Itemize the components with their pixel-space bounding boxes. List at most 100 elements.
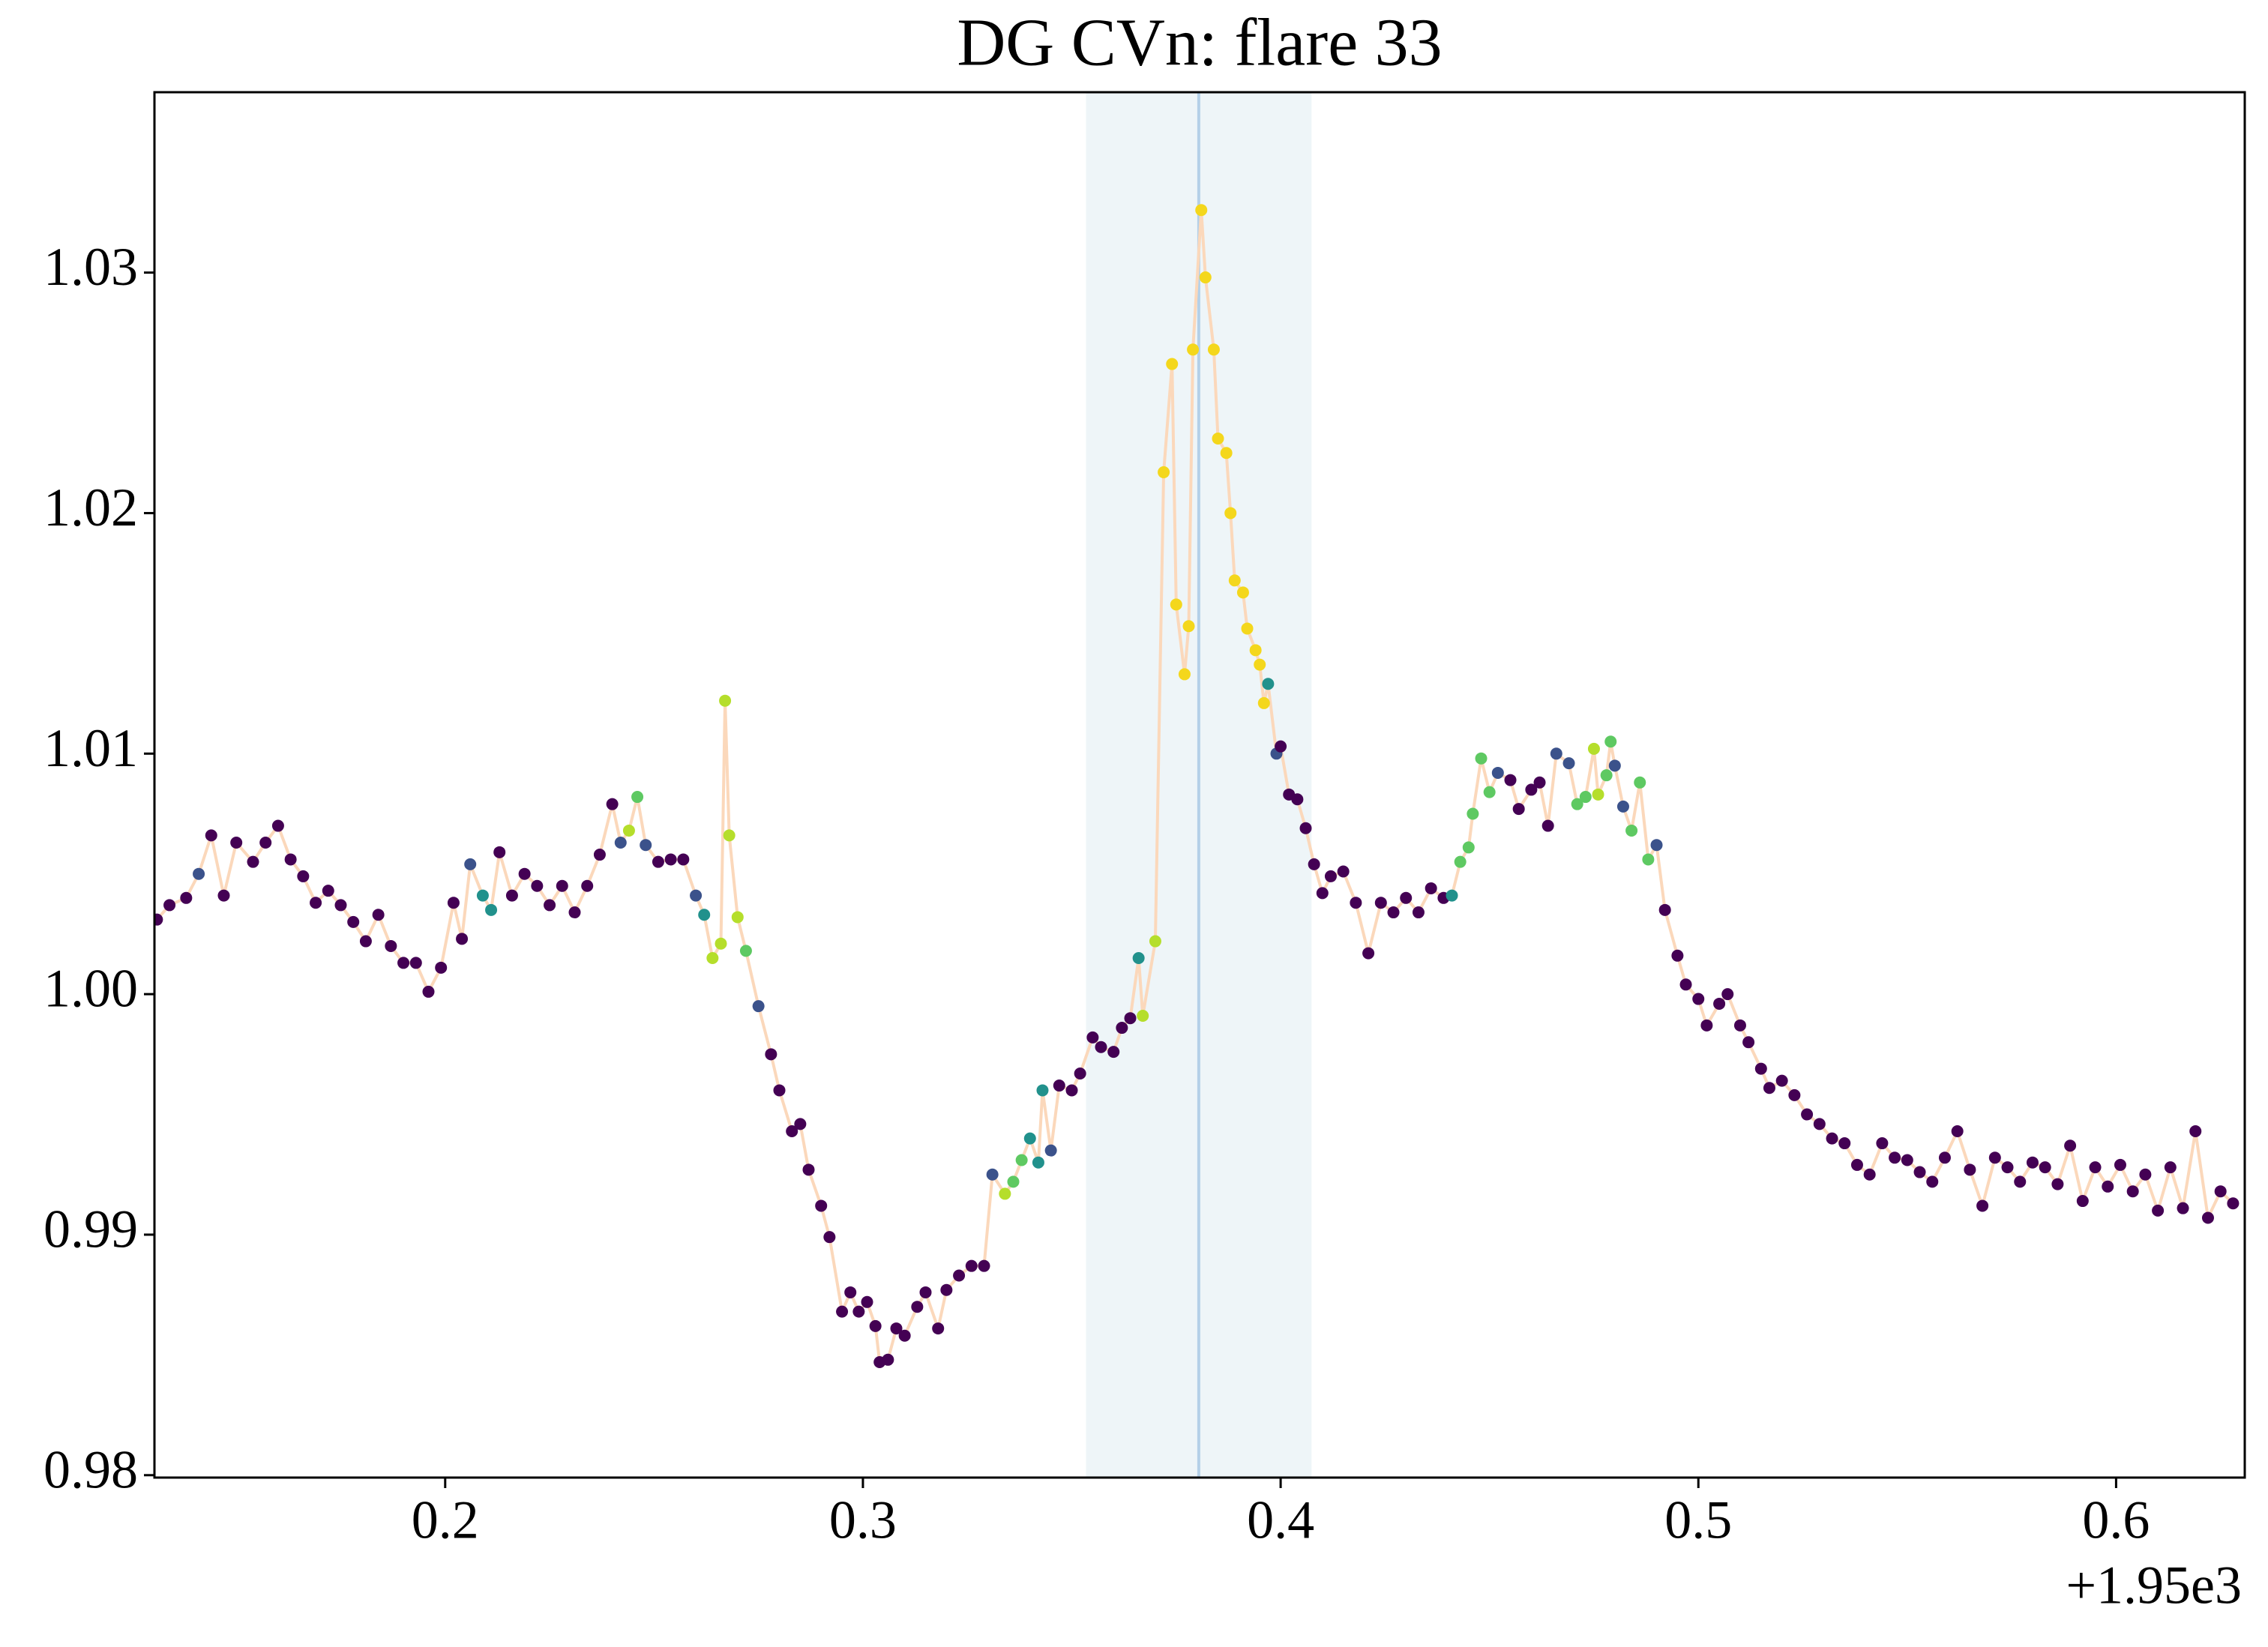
- data-point: [823, 1231, 836, 1244]
- data-point: [518, 867, 531, 880]
- data-point: [1015, 1154, 1028, 1166]
- data-point: [622, 824, 635, 837]
- data-point: [1374, 897, 1387, 909]
- x-tick-label: 0.5: [1664, 1490, 1732, 1550]
- data-point: [1036, 1084, 1049, 1097]
- data-point: [1813, 1118, 1826, 1130]
- data-point: [932, 1322, 945, 1335]
- data-point: [802, 1163, 815, 1176]
- data-point: [359, 935, 372, 948]
- data-point: [1095, 1041, 1107, 1053]
- data-point: [531, 879, 544, 892]
- data-point: [815, 1199, 828, 1212]
- data-point: [965, 1259, 978, 1272]
- data-point: [2026, 1156, 2039, 1169]
- data-point: [1901, 1154, 1913, 1166]
- data-point: [940, 1283, 953, 1296]
- data-point: [1400, 891, 1413, 904]
- data-point: [409, 957, 422, 969]
- data-point: [193, 867, 205, 880]
- axes-frame: [153, 91, 2246, 1479]
- data-point: [1763, 1082, 1775, 1095]
- data-point: [1425, 882, 1437, 894]
- data-point: [1053, 1080, 1065, 1092]
- data-point: [2001, 1161, 2014, 1174]
- data-point: [731, 911, 744, 924]
- x-tick-label: 0.4: [1247, 1490, 1314, 1550]
- x-tick-label: 0.2: [412, 1490, 479, 1550]
- data-point: [2177, 1202, 2189, 1214]
- data-point: [1863, 1168, 1876, 1181]
- data-point: [2064, 1139, 2077, 1152]
- data-point: [1475, 752, 1488, 765]
- data-point: [1604, 735, 1617, 748]
- data-point: [719, 694, 732, 707]
- data-point: [1350, 897, 1362, 909]
- data-point: [953, 1269, 966, 1282]
- data-point: [1926, 1175, 1939, 1188]
- data-point: [1562, 757, 1575, 770]
- data-point: [1483, 786, 1496, 798]
- data-point: [1679, 978, 1692, 991]
- data-point: [1988, 1151, 2001, 1164]
- data-point: [556, 879, 568, 892]
- data-point: [911, 1301, 924, 1313]
- data-point: [1086, 1031, 1099, 1044]
- data-point: [852, 1305, 865, 1318]
- y-tick-label: 0.99: [43, 1199, 138, 1259]
- data-point: [1107, 1046, 1120, 1059]
- data-point: [1166, 358, 1179, 370]
- data-point: [836, 1305, 849, 1318]
- data-point: [1228, 574, 1241, 587]
- data-point: [664, 853, 677, 866]
- data-point: [1733, 1019, 1746, 1032]
- data-point: [1116, 1022, 1128, 1035]
- data-point: [2189, 1125, 2202, 1137]
- data-point: [1826, 1132, 1838, 1145]
- data-point: [1525, 783, 1538, 796]
- data-point: [1187, 343, 1200, 356]
- data-point: [786, 1125, 798, 1137]
- data-point: [1023, 1132, 1036, 1145]
- data-point: [1412, 906, 1425, 919]
- data-point: [882, 1353, 894, 1366]
- data-point: [1951, 1125, 1964, 1137]
- plot-area: [154, 92, 2240, 1478]
- data-point: [2227, 1197, 2240, 1210]
- data-point: [1541, 819, 1554, 832]
- data-point: [180, 891, 193, 904]
- data-point: [1044, 1144, 1057, 1157]
- data-point: [581, 879, 594, 892]
- data-point: [505, 889, 518, 902]
- data-point: [1257, 696, 1270, 709]
- data-point: [1124, 1012, 1137, 1025]
- data-point: [1462, 841, 1475, 854]
- data-point: [1571, 798, 1583, 810]
- data-point: [1964, 1163, 1976, 1176]
- data-point: [1158, 466, 1170, 478]
- data-point: [1032, 1156, 1044, 1169]
- data-point: [1850, 1158, 1863, 1171]
- data-point: [1275, 740, 1287, 753]
- data-point: [322, 885, 334, 897]
- data-point: [1207, 343, 1220, 356]
- data-point: [1195, 204, 1208, 217]
- data-point: [2152, 1204, 2165, 1217]
- data-point: [698, 909, 711, 921]
- data-point: [1467, 807, 1479, 820]
- data-point: [230, 837, 243, 849]
- data-point: [1220, 447, 1233, 460]
- data-point: [1299, 822, 1312, 834]
- data-point: [485, 903, 498, 916]
- data-point: [2201, 1211, 2214, 1224]
- data-point: [447, 897, 460, 909]
- data-point: [999, 1187, 1011, 1200]
- data-point: [347, 915, 360, 928]
- data-point: [765, 1048, 777, 1061]
- data-point: [861, 1295, 873, 1308]
- data-point: [1754, 1062, 1767, 1075]
- data-point: [1616, 800, 1629, 813]
- data-point: [1387, 906, 1400, 919]
- data-point: [869, 1319, 882, 1332]
